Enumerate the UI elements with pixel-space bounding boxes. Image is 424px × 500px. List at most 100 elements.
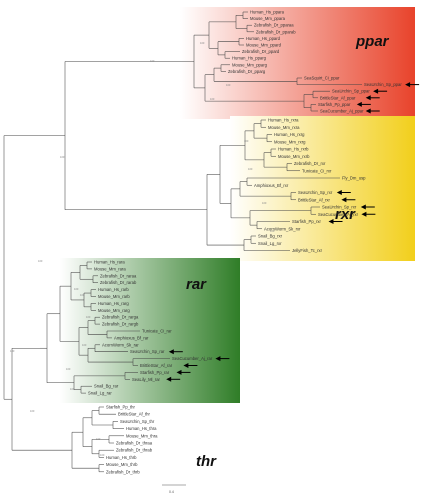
bootstrap-value: 100 [70,387,75,391]
bootstrap-value: 100 [10,349,15,353]
arrow-head-icon [176,369,182,375]
leaf-label: SeaUrchin_Sp_ppar [332,89,370,94]
tree-branches [3,11,362,473]
rar-clade-label: rar [186,276,207,293]
leaf-label: Zebrafish_Dr_pparab [256,29,296,34]
leaf-label: Starfish_Pp_rar [140,370,170,375]
bootstrap-value: 100 [262,201,267,205]
arrow-head-icon [341,197,347,203]
leaf-label: Mouse_Mm_ppard [246,43,282,48]
arrow-head-icon [215,356,221,362]
leaf-label: Snail_Lg_rxr [258,241,282,246]
leaf-label: SeaUrchin_Sp_ppar [364,82,402,87]
bootstrap-value: 100 [150,59,155,63]
leaf-label: Human_Hs_thrb [106,455,137,460]
arrow-head-icon [373,88,379,94]
bootstrap-value: 100 [80,293,85,297]
leaf-label: Starfish_Pp_rxr [292,219,321,224]
bootstrap-value: 100 [66,367,71,371]
leaf-label: Mouse_Mm_rarb [98,294,130,299]
arrow-head-icon [166,376,172,382]
leaf-label: Snail_Lg_rar [88,391,112,396]
bootstrap-value: 100 [248,167,253,171]
leaf-label: Mouse_Mm_rara [94,266,126,271]
arrow-head-icon [336,190,342,195]
leaf-label: SeaUrchin_Sp_rxr [298,190,333,195]
leaf-label: Zebrafish_Dr_rarga [102,315,139,320]
leaf-label: BrittleStar_Af_thr [118,412,150,417]
leaf-label: SeaCucumber_Aj_rxr [318,212,359,217]
bootstrap-value: 100 [30,409,35,413]
leaf-label: Fly_Dm_usp [342,176,366,181]
arrow-head-icon [356,101,362,107]
leaf-label: Human_Hs_rarb [98,287,129,292]
bootstrap-value: 100 [100,453,105,457]
bootstrap-value: 100 [200,41,205,45]
bootstrap-value: 100 [244,139,249,143]
bootstrap-value: 100 [74,287,79,291]
leaf-label: SeaUrchin_Sp_rar [130,349,165,354]
leaf-label: BrittleStar_Af_rxr [298,197,330,202]
arrow-head-icon [360,204,366,210]
leaf-label: AcornWorm_Sk_rar [102,342,139,347]
leaf-label: SeaCucumber_Aj_rar [172,356,213,361]
bootstrap-value: 100 [60,155,65,159]
leaf-label: Zebrafish_Dr_raraa [100,273,137,278]
leaf-label: JellyFish_Tc_rxr [292,248,323,253]
bootstrap-value: 100 [96,437,101,441]
arrow-head-icon [405,82,411,88]
leaf-label: Snail_Bg_rar [94,384,119,389]
leaf-label: Human_Hs_ppard [246,36,281,41]
leaf-label: AcornWorm_Sk_rxr [264,226,301,231]
leaf-label: Tunicate_Ci_rxr [302,168,332,173]
leaf-label: Human_Hs_pparg [232,56,267,61]
bootstrap-value: 100 [210,97,215,101]
leaf-label: Starfish_Pp_thr [106,405,135,410]
leaf-label: SeaSquirt_Ci_ppar [304,76,340,81]
leaf-label: Human_Hs_rxrg [274,132,305,137]
leaf-label: Amphioxus_Bf_rxr [254,183,289,188]
leaf-label: Human_Hs_rarg [98,301,129,306]
leaf-label: Zebrafish_Dr_thrb [106,469,140,474]
arrow-head-icon [183,363,189,368]
leaf-label: Zebrafish_Dr_ppard [242,49,280,54]
bootstrap-value: 100 [86,315,91,319]
leaf-label: Mouse_Mm_rarg [98,308,130,313]
leaf-label: Amphioxus_Bf_rar [114,335,149,340]
leaf-label: Mouse_Mm_thrb [106,462,138,467]
bootstrap-values: 1001001001001001001001001001001001001001… [10,41,275,457]
scale-bar-label: 0.4 [169,490,174,494]
arrow-head-icon [361,211,367,217]
ppar-clade-box [180,7,415,119]
leaf-label: Zebrafish_Dr_thrab [116,448,153,453]
leaf-label: SeaCucumber_Aj_ppar [320,109,364,114]
leaf-label: Snail_Bg_rxr [258,234,283,239]
leaf-label: Zebrafish_Dr_pparg [228,69,266,74]
bootstrap-value: 100 [82,343,87,347]
leaf-label: Tunicate_Ci_rar [142,329,172,334]
leaf-label: Mouse_Mm_thra [126,433,158,438]
leaf-label: Human_Hs_rara [94,260,125,265]
rxr-clade-box [230,116,415,261]
bootstrap-value: 100 [270,229,275,233]
leaf-label: BrittleStar_Af_rar [140,363,173,368]
echinoderm-arrows [166,82,420,382]
leaf-label: Zebrafish_Dr_thraa [116,441,153,446]
leaf-label: Human_Hs_rxrb [278,147,309,152]
leaf-label: Mouse_Mm_rxrb [278,154,310,159]
leaf-label: Mouse_Mm_pparg [232,62,268,67]
leaf-label: BrittleStar_Af_ppar [320,95,356,100]
leaf-label: Zebrafish_Dr_pparaa [254,23,294,28]
arrow-head-icon [328,219,334,224]
leaf-label: Human_Hs_ppara [250,10,285,15]
leaf-label: SeaUrchin_Sp_rxr [322,205,357,210]
leaf-label: SeaLily_Ml_rar [132,377,161,382]
ppar-clade-label: ppar [355,33,390,50]
leaf-label: Mouse_Mm_rxra [268,125,300,130]
leaf-label: Zebrafish_Dr_rxr [294,161,326,166]
scale-bar: 0.4 [162,484,186,494]
arrow-head-icon [168,349,174,355]
arrow-head-icon [365,108,371,114]
